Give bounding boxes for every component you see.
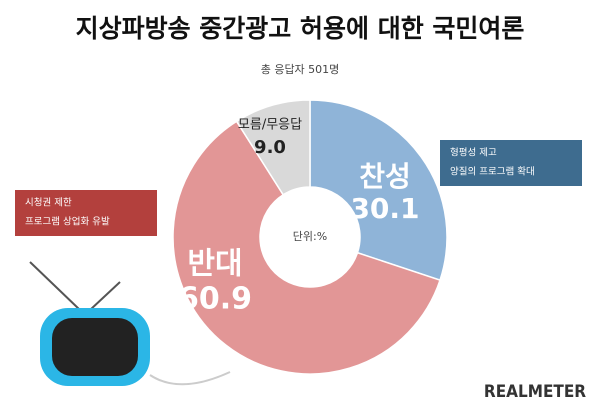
callout-box [440,140,582,186]
slice [309,99,448,282]
value-label: 60.9 [178,282,252,317]
callout-box [15,190,157,236]
callout-text: 프로그램 상업화 유발 [25,216,110,228]
value-label: 9.0 [254,137,286,158]
category-label: 찬성 [359,160,411,193]
value-label: 30.1 [350,192,419,225]
callout-text: 양질의 프로그램 확대 [450,166,535,178]
callout-text: 시청권 제한 [25,197,72,209]
category-label: 모름/무응답 [238,118,302,133]
slice [235,99,311,196]
tv-icon [29,261,231,386]
category-label: 반대 [187,247,242,282]
chart-title: 지상파방송 중간광고 허용에 대한 국민여론 [76,14,525,43]
center-label: 단위:% [293,230,327,243]
slice [172,120,441,375]
subtitle: 총 응답자 501명 [261,63,340,76]
brand: REALMETER [484,382,586,402]
callout-text: 형평성 제고 [450,148,497,159]
